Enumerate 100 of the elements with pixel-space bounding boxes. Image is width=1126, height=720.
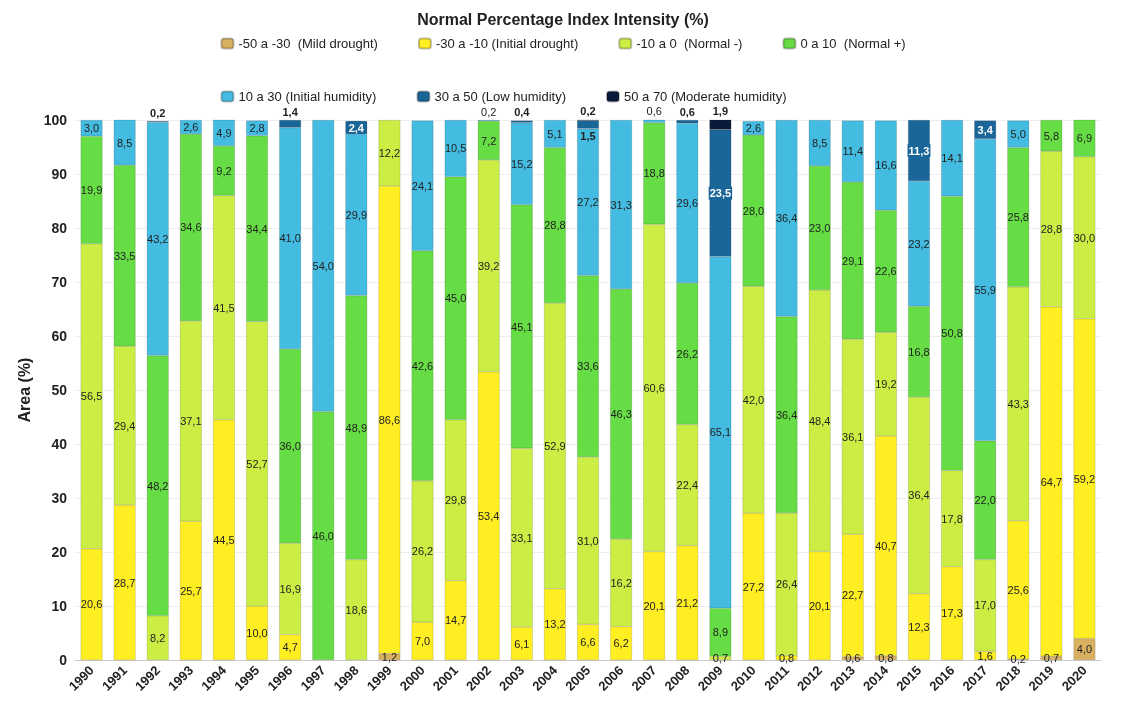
legend-label: 30 a 50 (Low humidity) [434,89,566,104]
data-label: 1,2 [381,650,398,663]
data-label: 25,8 [1007,211,1029,224]
data-label: 43,2 [147,232,169,245]
data-label: 64,7 [1040,475,1063,488]
data-label: 29,4 [113,419,136,432]
data-label: 54,0 [312,259,334,272]
data-label: 22,4 [676,479,698,492]
data-label: 26,4 [775,578,798,591]
data-label: 18,8 [643,167,665,180]
data-label: 1,6 [977,649,993,662]
data-label: 48,4 [808,414,831,427]
data-label: 29,8 [444,494,467,507]
data-label: 4,9 [216,126,232,139]
data-label: 22,6 [875,265,897,278]
y-tick-label: 90 [51,166,68,182]
data-label: 19,9 [80,183,103,196]
y-tick-label: 70 [51,274,68,290]
legend-label: -50 a -30 (Mild drought) [238,36,378,51]
data-label: 4,0 [1076,643,1093,656]
data-label: 12,2 [378,146,401,159]
data-label: 20,1 [643,599,665,612]
data-label: 0,2 [150,106,166,119]
data-label: 33,6 [577,360,599,373]
data-label: 26,2 [676,347,698,360]
data-label: 39,2 [478,259,500,272]
data-label: 16,6 [875,159,897,172]
data-label: 56,5 [80,390,103,403]
data-label: 11,3 [908,144,930,157]
data-label: 36,1 [842,430,864,443]
data-label: 36,4 [908,489,930,502]
data-label: 5,8 [1043,129,1059,142]
data-label: 10,0 [246,627,268,639]
data-label: 23,2 [908,237,930,250]
data-label: 0,2 [580,105,596,118]
data-label: 12,3 [908,620,930,633]
data-label: 7,0 [414,635,431,648]
data-label: 20,1 [808,599,831,612]
data-label: 3,0 [83,122,100,135]
data-label: 37,1 [180,415,202,428]
data-label: 42,0 [742,393,765,406]
data-label: 36,0 [279,440,301,453]
data-label: 17,3 [941,607,963,620]
y-tick-label: 20 [51,544,68,560]
legend-label: 50 a 70 (Moderate humidity) [623,89,787,104]
data-label: 41,0 [279,232,301,245]
data-label: 45,0 [444,292,467,305]
data-label: 7,2 [481,134,497,147]
data-label: 50,8 [941,327,963,340]
data-label: 15,2 [511,157,533,170]
data-label: 16,9 [279,582,301,595]
data-label: 29,1 [842,254,864,267]
data-label: 0,4 [514,106,531,119]
data-label: 48,2 [147,479,169,492]
data-label: 23,5 [709,187,732,200]
data-label: 0,2 [481,105,497,118]
data-label: 11,4 [842,145,864,158]
data-label: 16,2 [610,576,632,589]
legend-label: 10 a 30 (Initial humidity) [238,89,377,104]
data-label: 4,7 [282,641,298,654]
data-label: 52,9 [544,439,566,452]
data-label: 8,9 [712,626,729,639]
data-label: 31,0 [577,534,599,547]
data-label: 33,5 [113,249,136,262]
data-label: 30,0 [1073,231,1096,244]
data-label: 65,1 [709,426,732,439]
data-label: 6,9 [1076,132,1093,145]
data-label: 31,3 [610,198,632,211]
data-label: 17,8 [941,512,963,525]
data-label: 10,5 [444,142,467,155]
data-label: 34,4 [246,222,268,235]
data-label: 28,8 [544,219,566,232]
data-label: 27,2 [742,580,765,593]
chart-title: Normal Percentage Index Intensity (%) [417,10,709,28]
data-label: 1,5 [580,130,596,143]
data-label: 25,6 [1007,583,1029,596]
data-label: 28,7 [113,576,136,589]
data-label: 27,2 [577,196,599,209]
data-label: 55,9 [974,283,996,296]
data-label: 22,7 [842,589,864,602]
data-label: 20,6 [80,598,103,611]
data-label: 6,1 [514,637,530,650]
data-label: 9,2 [216,164,232,177]
data-label: 1,4 [282,105,299,118]
data-label: 18,6 [345,603,368,616]
data-label: 2,8 [249,122,265,135]
data-label: 45,1 [511,320,533,333]
data-label: 13,2 [544,618,566,631]
data-label: 34,6 [180,221,202,234]
data-label: 3,4 [977,123,994,136]
data-label: 0,8 [878,651,894,664]
data-label: 29,6 [676,197,698,210]
data-label: 23,0 [808,222,831,234]
data-label: 5,1 [547,127,563,140]
data-label: 14,1 [941,152,963,165]
data-label: 2,6 [745,122,762,135]
data-label: 52,7 [246,457,268,470]
legend-label: 0 a 10 (Normal +) [800,36,906,51]
data-label: 6,2 [613,637,629,650]
data-label: 8,5 [812,136,828,149]
